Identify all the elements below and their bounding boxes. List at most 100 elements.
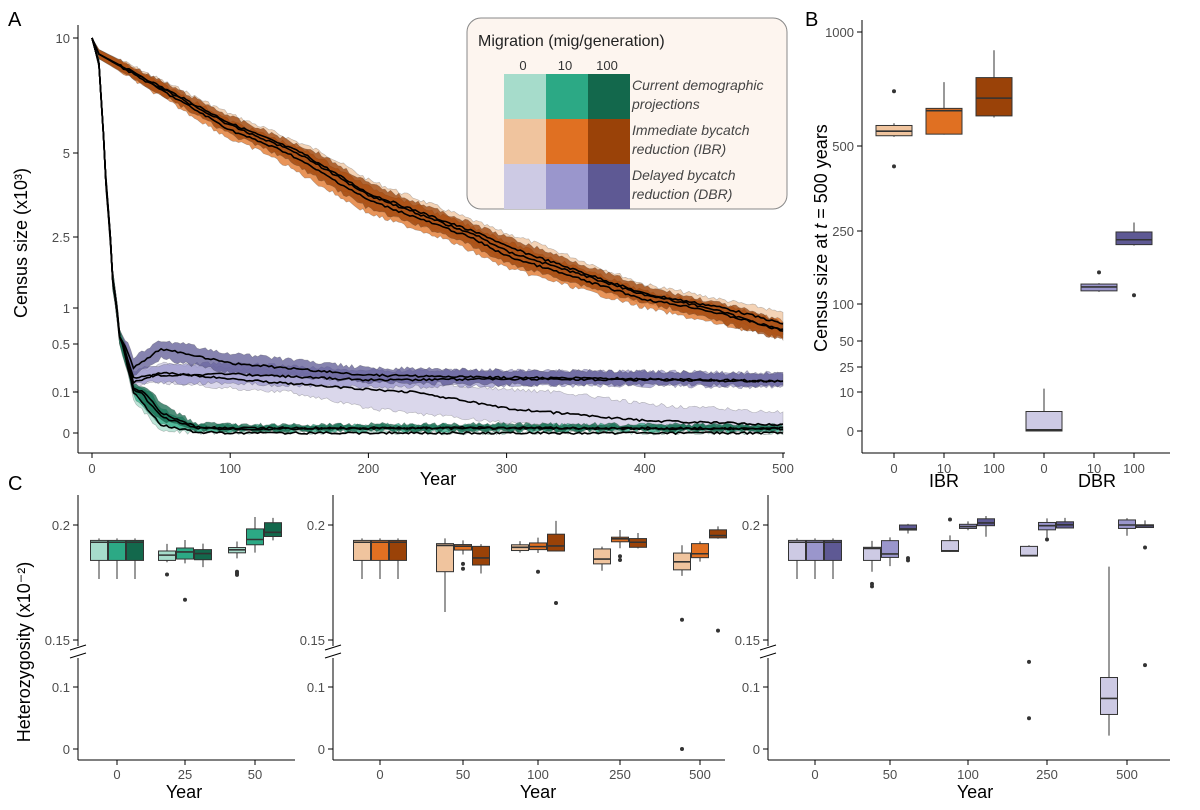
panel-b-y-tick-label: 25 [840, 360, 854, 375]
box-year-0-shade-1 [108, 538, 126, 580]
panel-letter-a: A [8, 9, 22, 31]
mean-line-purple-1 [91, 37, 784, 383]
box-iqr [709, 529, 727, 539]
panel-b-y-title-italic-t: t [811, 223, 831, 229]
box-year-500-shade-2 [1136, 520, 1154, 668]
axis-break-mark [69, 652, 87, 659]
ci-band-orange-2 [91, 37, 784, 340]
mean-line-green-0 [91, 37, 784, 436]
legend-column-label: 100 [596, 58, 618, 73]
mean-line-orange-2 [91, 37, 784, 332]
box-iqr [899, 524, 917, 531]
x-tick-label: 0 [376, 767, 383, 782]
outlier-point [680, 617, 684, 622]
panel-c3-x-axis-title: Year [957, 782, 993, 802]
axis-break-mark [759, 652, 777, 659]
box-year-25-shade-2 [194, 543, 212, 568]
panel-c-y-axis-title: Heterozygosity (x10⁻²) [14, 562, 34, 743]
legend-row-label: Immediate bycatch [632, 122, 750, 138]
legend-items: 0 10 100 Current demographic projections Imme… [504, 58, 764, 209]
box-iqr [975, 77, 1013, 117]
panel-b-x-tick-label: 10 [937, 461, 951, 476]
box-iqr [194, 549, 212, 561]
axis-break-mark [324, 652, 342, 659]
outlier-point [461, 561, 465, 566]
panel-a-y-tick-label: 0 [63, 426, 70, 441]
legend-swatch-orange-0 [504, 119, 546, 164]
box-iqr [1020, 545, 1038, 557]
outlier-point [235, 572, 239, 577]
box-year-0-shade-0 [90, 538, 108, 580]
y-tick-label: 0 [753, 742, 760, 757]
outlier-point [680, 747, 684, 751]
panel-b-y-axis-title: Census size at t = 500 years [811, 124, 831, 352]
box-year-50-shade-0 [863, 540, 881, 589]
box-year-0-shade-1 [806, 538, 824, 580]
box-year-250-shade-1 [611, 530, 629, 562]
outlier-point [906, 558, 910, 563]
y-tick-label: 0.15 [300, 633, 325, 648]
axis-break-mark [324, 644, 342, 651]
panel-letter-c: C [8, 473, 22, 495]
box-year-0-shade-2 [126, 538, 144, 580]
outlier-point [892, 164, 896, 169]
y-tick-label: 0.1 [52, 680, 70, 695]
outlier-point [1143, 545, 1147, 550]
outlier-point [165, 572, 169, 577]
box-iqr [108, 539, 126, 561]
box-iqr [246, 528, 264, 546]
box-iqr [863, 546, 881, 561]
panel-a-x-tick-label: 0 [88, 461, 95, 476]
mean-line-green-2 [91, 37, 784, 431]
outlier-point [1132, 293, 1136, 298]
panel-a-y-tick-label: 10 [56, 31, 70, 46]
outlier-point [183, 597, 187, 602]
box-iqr [126, 539, 144, 561]
x-tick-label: 250 [1036, 767, 1058, 782]
outlier-point [536, 569, 540, 574]
legend-swatch-purple-2 [588, 164, 630, 209]
y-tick-label: 0.2 [52, 518, 70, 533]
box-year-0-shade-0 [788, 538, 806, 580]
box-year-50-shade-2 [472, 544, 490, 574]
legend-column-label: 0 [519, 58, 526, 73]
outlier-point [554, 600, 558, 605]
panel-b-y-tick-label: 250 [832, 224, 854, 239]
panel-b-y-tick-label: 0 [847, 424, 854, 439]
x-tick-label: 50 [248, 767, 262, 782]
outlier-point [892, 89, 896, 94]
outlier-point [618, 557, 622, 562]
panel-a-x-tick-label: 200 [358, 461, 380, 476]
panel-b-x-tick-label: 0 [890, 461, 897, 476]
box-year-0-shade-1 [371, 538, 389, 580]
panel-a-x-tick-label: 500 [772, 461, 794, 476]
legend-row-label: reduction (IBR) [632, 141, 726, 157]
box-iqr [1118, 519, 1136, 529]
panel-b-group-label-ibr: IBR [929, 471, 959, 491]
outlier-point [1097, 270, 1101, 275]
panel-a-mean-lines [91, 37, 784, 436]
legend-column-label: 10 [558, 58, 572, 73]
box-year-25-shade-0 [158, 543, 176, 577]
panel-a-y-tick-label: 1 [63, 301, 70, 316]
legend-row-label: Delayed bycatch [632, 167, 736, 183]
box-year-0-shade-2 [389, 538, 407, 580]
box-DBR-mig-0 [1025, 388, 1063, 432]
y-tick-label: 0.1 [742, 680, 760, 695]
box-year-250-shade-1 [1038, 518, 1056, 542]
outlier-point [1027, 659, 1031, 664]
box-year-100-shade-2 [547, 520, 565, 605]
box-year-50-shade-0 [228, 541, 246, 577]
box-iqr [436, 543, 454, 573]
panel-b-y-tick-label: 1000 [825, 25, 854, 40]
box-iqr [371, 539, 389, 561]
legend-swatch-purple-1 [546, 164, 588, 209]
y-tick-label: 0.1 [307, 680, 325, 695]
x-tick-label: 50 [883, 767, 897, 782]
box-iqr [691, 543, 709, 559]
x-tick-label: 500 [689, 767, 711, 782]
panel-a-y-tick-label: 0.1 [52, 385, 70, 400]
box-year-500-shade-0 [1100, 566, 1118, 736]
